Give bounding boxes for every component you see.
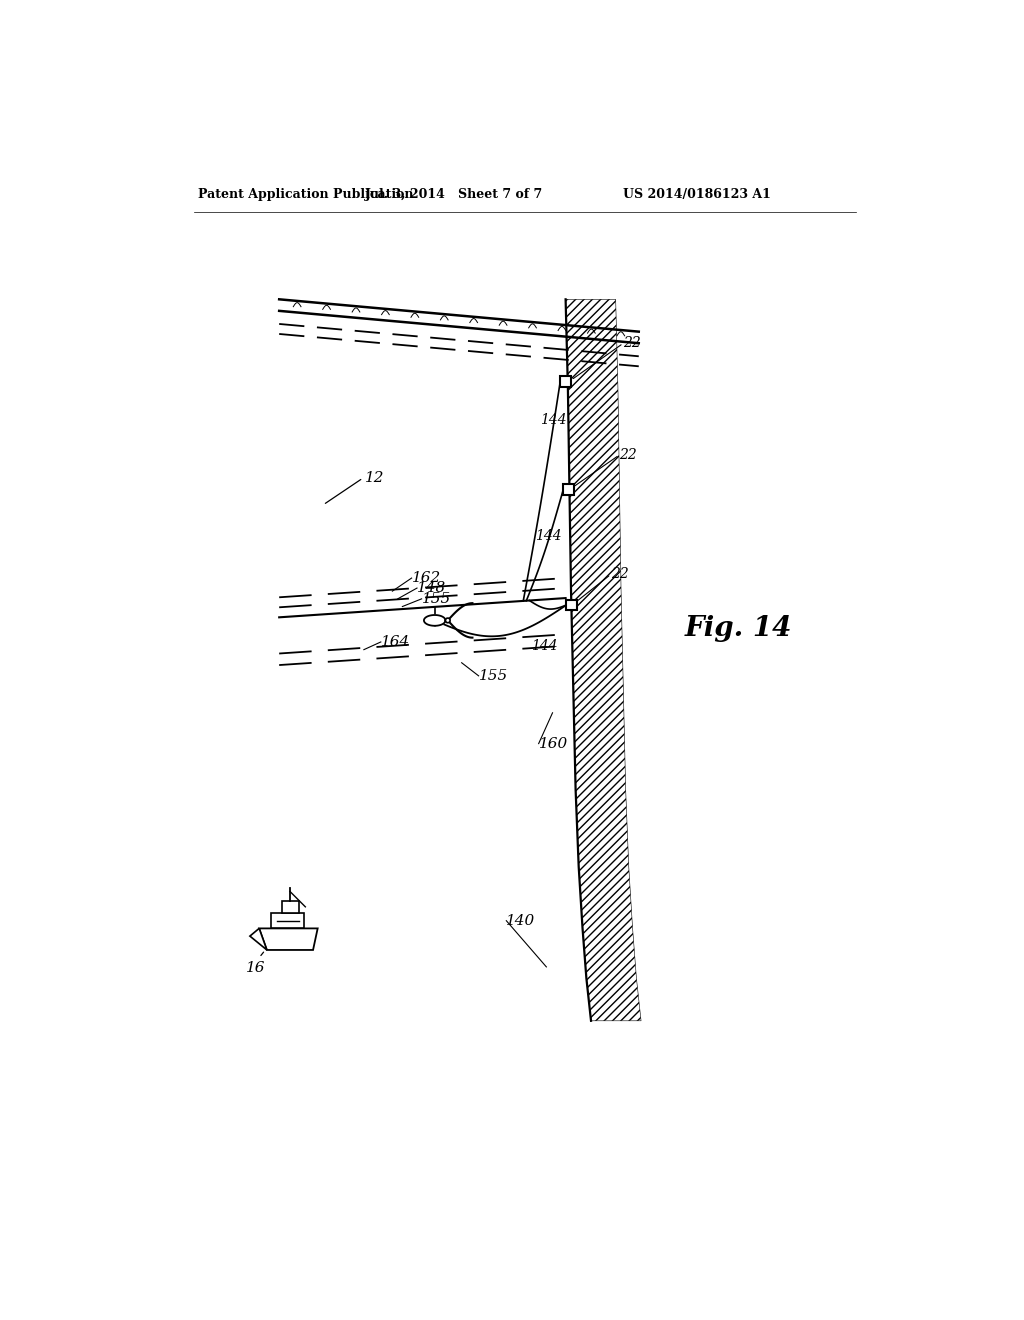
Text: 144: 144 — [531, 639, 558, 653]
Text: Patent Application Publication: Patent Application Publication — [199, 187, 414, 201]
Circle shape — [445, 618, 451, 623]
Polygon shape — [250, 928, 267, 950]
Text: 155: 155 — [478, 669, 508, 682]
Polygon shape — [424, 615, 445, 626]
Text: 12: 12 — [366, 471, 385, 484]
Text: 22: 22 — [624, 337, 641, 350]
Text: 144: 144 — [541, 413, 567, 428]
Text: 162: 162 — [412, 572, 441, 585]
Text: 160: 160 — [539, 737, 568, 751]
FancyBboxPatch shape — [560, 376, 571, 387]
Polygon shape — [283, 900, 299, 913]
Text: Jul. 3, 2014   Sheet 7 of 7: Jul. 3, 2014 Sheet 7 of 7 — [365, 187, 543, 201]
Text: 22: 22 — [620, 447, 637, 462]
Polygon shape — [259, 928, 317, 950]
FancyBboxPatch shape — [563, 484, 574, 495]
Polygon shape — [565, 300, 641, 1020]
Text: Fig. 14: Fig. 14 — [685, 615, 793, 642]
Text: US 2014/0186123 A1: US 2014/0186123 A1 — [624, 187, 771, 201]
Text: 148: 148 — [417, 581, 446, 595]
FancyBboxPatch shape — [566, 599, 578, 610]
Text: 16: 16 — [247, 961, 266, 974]
Text: 22: 22 — [611, 568, 629, 581]
Polygon shape — [271, 913, 304, 928]
Text: 140: 140 — [506, 913, 536, 928]
Text: 155: 155 — [422, 591, 451, 606]
Text: 144: 144 — [536, 529, 562, 543]
Text: 164: 164 — [381, 635, 410, 649]
